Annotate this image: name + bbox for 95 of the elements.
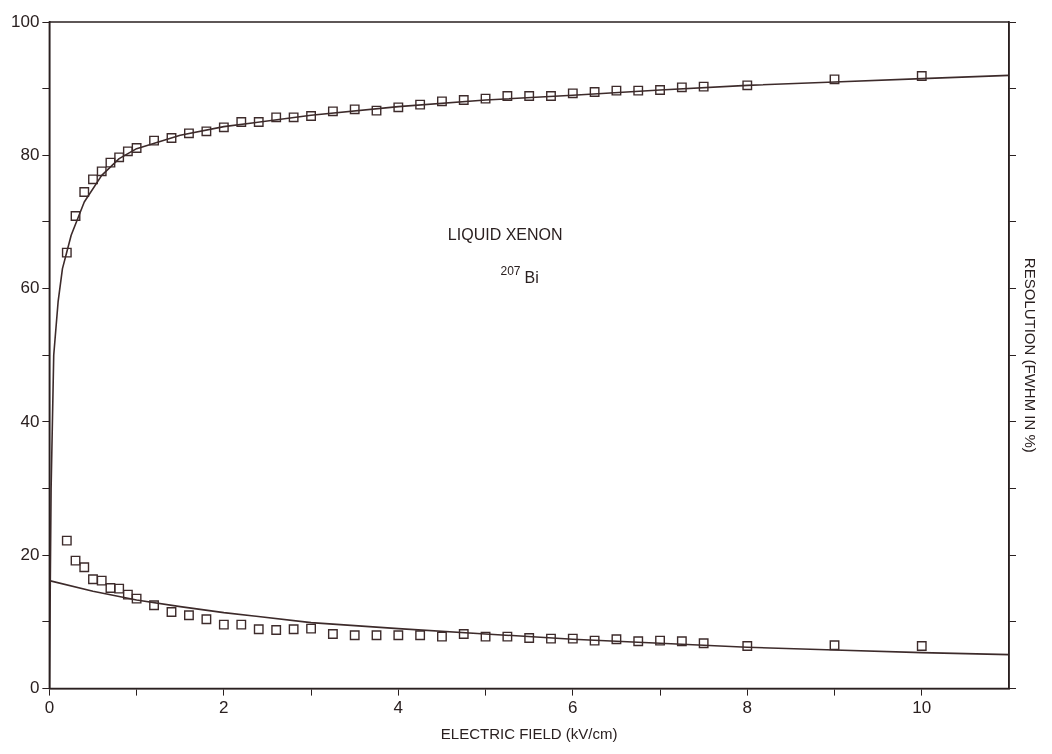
point: [79, 562, 90, 573]
point: [166, 133, 177, 143]
x-axis-title: ELECTRIC FIELD (kV/cm): [440, 725, 618, 743]
point: [70, 555, 81, 566]
point: [114, 583, 125, 594]
point: [480, 631, 491, 642]
y-tick-label: 20: [20, 544, 40, 564]
point: [437, 631, 447, 642]
x-tick-label: 8: [742, 698, 753, 718]
point: [61, 247, 72, 258]
point: [105, 583, 116, 593]
y2-axis-title: RESOLUTION (FWHM IN %): [1021, 257, 1039, 453]
point: [437, 96, 447, 107]
point: [253, 117, 264, 127]
point: [131, 593, 142, 604]
point: [61, 535, 72, 546]
x-tick-label: 6: [568, 698, 578, 718]
point: [327, 106, 338, 117]
point: [502, 91, 513, 101]
point: [567, 88, 578, 99]
point: [96, 166, 107, 177]
point: [201, 614, 212, 625]
point: [611, 634, 622, 645]
point: [415, 630, 426, 641]
point: [122, 589, 133, 600]
point: [166, 607, 177, 617]
point: [218, 619, 229, 630]
point: [88, 174, 98, 185]
x-tick-label: 4: [393, 698, 404, 718]
point: [201, 126, 212, 137]
point: [589, 87, 600, 97]
point: [742, 80, 753, 91]
point: [458, 629, 469, 639]
point: [633, 636, 644, 647]
point: [236, 619, 247, 630]
point: [271, 112, 282, 123]
point: [589, 635, 600, 646]
point: [916, 71, 927, 81]
point: [105, 157, 116, 168]
x-tick-label: 2: [219, 698, 229, 718]
point: [70, 211, 81, 221]
point: [218, 122, 229, 133]
point: [306, 111, 317, 121]
point: [327, 629, 338, 639]
y-tick-label: 80: [20, 145, 40, 165]
point: [236, 117, 247, 127]
point: [371, 105, 382, 116]
point: [349, 630, 360, 641]
point: [271, 625, 282, 635]
point: [149, 135, 159, 146]
point: [149, 600, 159, 611]
point: [698, 638, 709, 649]
x-tick-label: 0: [44, 698, 55, 718]
point: [524, 633, 535, 643]
y-tick-label: 0: [29, 678, 40, 698]
point: [114, 152, 125, 163]
point: [393, 102, 404, 113]
point: [184, 610, 194, 621]
point: [524, 91, 535, 101]
point: [676, 636, 687, 647]
point: [371, 630, 382, 641]
point: [829, 640, 840, 651]
point: [916, 641, 927, 651]
point: [546, 91, 556, 101]
y-tick-label: 100: [10, 11, 40, 31]
point: [393, 630, 404, 641]
point: [96, 575, 107, 586]
point: [480, 93, 491, 104]
point: [611, 85, 622, 96]
point: [349, 104, 360, 115]
point: [253, 624, 264, 635]
point: [742, 641, 753, 651]
point: [655, 635, 665, 646]
point: [546, 633, 556, 644]
point: [79, 187, 90, 197]
point: [633, 85, 644, 96]
point: [502, 631, 513, 642]
point: [122, 146, 133, 157]
point: [567, 633, 578, 644]
point: [88, 574, 98, 585]
point: [184, 128, 194, 139]
point: [458, 95, 469, 105]
y-tick-label: 60: [20, 278, 40, 298]
y-tick-label: 40: [20, 411, 40, 431]
point: [829, 74, 840, 85]
point: [415, 99, 426, 110]
annotation: LIQUID XENON: [447, 225, 563, 243]
point: [288, 624, 299, 635]
point: [288, 112, 299, 123]
x-tick-label: 10: [912, 698, 932, 718]
point: [306, 623, 317, 634]
point: [131, 143, 142, 153]
point: [676, 82, 687, 93]
point: [655, 85, 665, 95]
point: [698, 81, 709, 92]
